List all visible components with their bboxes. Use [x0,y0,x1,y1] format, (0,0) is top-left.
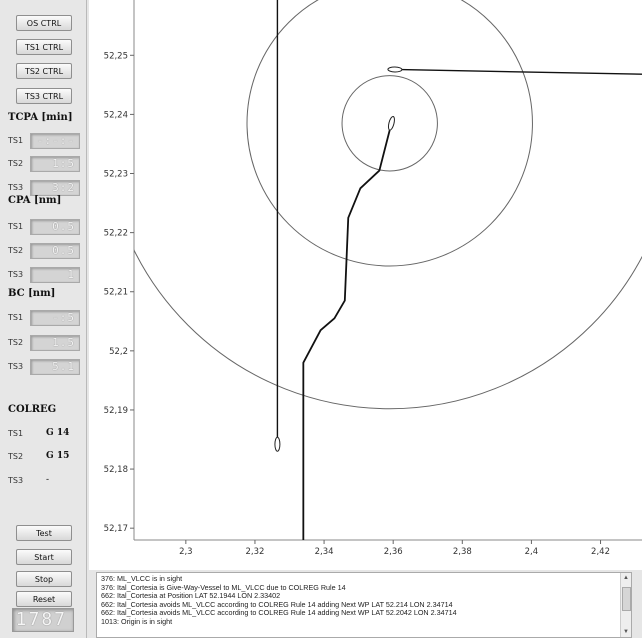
y-tick-label: 52,21 [104,288,128,298]
bc-ts2-display: 1.5 [30,335,80,351]
log-line: 662: Ital_Cortesia avoids ML_VLCC accord… [101,599,453,609]
simulation-time-counter: 1787 [12,608,74,632]
log-line: 1013: Origin is in sight [101,616,173,626]
bc-ts3-display: 5.1 [30,359,80,375]
radar-plot[interactable]: 52,17 52,18 52,19 52,2 52,21 52,22 52,23 52,24 5… [89,0,642,570]
ts2-ctrl-button[interactable]: TS2 CTRL [16,63,72,79]
ts1-ctrl-button[interactable]: TS1 CTRL [16,39,72,55]
start-button[interactable]: Start [16,549,72,565]
tcpa-ts3-display: 3:2 [30,180,80,196]
log-line: 662: Ital_Cortesia avoids ML_VLCC accord… [101,608,457,618]
x-tick-label: 2,32 [245,547,264,557]
ts3-ctrl-button[interactable]: TS3 CTRL [16,88,72,104]
cpa-title: CPA [nm] [8,195,62,206]
range-ring [134,248,642,410]
cpa-ts1-display: 0.5 [30,219,80,235]
y-tick-label: 52,19 [104,406,128,416]
cpa-ts2-label: TS2 [8,246,24,255]
range-ring [246,0,533,267]
colreg-ts2-label: TS2 [8,452,24,461]
vessel-os-icon [387,115,395,131]
scroll-thumb[interactable] [622,587,631,611]
cpa-ts2-display: 0.5 [30,243,80,259]
y-tick-label: 52,24 [104,110,128,120]
vessel-ts1-icon [274,436,281,452]
test-button[interactable]: Test [16,525,72,541]
reset-button[interactable]: Reset [16,591,72,607]
x-tick-label: 2,36 [384,547,403,557]
log-line: 376: Ital_Cortesia is Give-Way-Vessel to… [101,582,346,592]
colreg-ts3-value: - [46,475,50,485]
track-os [302,123,393,540]
bc-ts2-label: TS2 [8,338,24,347]
x-tick-label: 2,38 [453,547,472,557]
cpa-ts3-display: 1 [30,267,80,283]
range-ring [341,75,438,172]
plot-area [134,0,642,540]
x-tick-label: 2,34 [315,547,334,557]
colreg-ts3-label: TS3 [8,476,24,485]
tcpa-ts2-label: TS2 [8,159,24,168]
x-tick-label: 2,4 [525,547,539,557]
colreg-ts1-label: TS1 [8,429,24,438]
scroll-down-icon[interactable]: ▼ [623,629,629,635]
y-tick-label: 52,22 [104,229,128,239]
cpa-ts3-label: TS3 [8,270,24,279]
log-line: 662: Ital_Cortesia at Position LAT 52.19… [101,591,281,601]
tcpa-ts1-display: -:-:- [30,133,80,149]
x-tick-label: 2,3 [179,547,193,557]
os-ctrl-button[interactable]: OS CTRL [16,15,72,31]
log-scrollbar[interactable]: ▲ ▼ [620,573,631,637]
bc-ts1-display: -:5 [30,310,80,326]
bc-title: BC [nm] [8,288,56,299]
stop-button[interactable]: Stop [16,571,72,587]
track-ts2 [394,68,642,75]
y-tick-label: 52,2 [109,347,128,357]
event-log[interactable]: 376: ML_VLCC is in sight 376: Ital_Corte… [96,572,632,638]
tcpa-ts2-display: 1:5 [30,156,80,172]
scroll-up-icon[interactable]: ▲ [623,575,629,581]
y-tick-label: 52,17 [104,524,128,534]
vessel-ts2-icon [387,66,403,73]
bc-ts3-label: TS3 [8,362,24,371]
cpa-ts1-label: TS1 [8,222,24,231]
control-sidebar: OS CTRL TS1 CTRL TS2 CTRL TS3 CTRL TCPA … [0,0,87,638]
y-tick-label: 52,25 [104,51,128,61]
bc-ts1-label: TS1 [8,313,24,322]
colreg-title: COLREG [8,404,57,415]
x-tick-label: 2,42 [591,547,610,557]
tcpa-ts1-label: TS1 [8,136,24,145]
radar-plot-panel: 52,17 52,18 52,19 52,2 52,21 52,22 52,23 52,24 5… [89,0,642,570]
colreg-ts1-value: G 14 [46,428,70,438]
tcpa-title: TCPA [min] [8,112,73,123]
colreg-ts2-value: G 15 [46,451,70,461]
y-tick-label: 52,23 [104,170,128,180]
y-tick-label: 52,18 [104,465,128,475]
log-line: 376: ML_VLCC is in sight [101,574,183,583]
tcpa-ts3-label: TS3 [8,183,24,192]
